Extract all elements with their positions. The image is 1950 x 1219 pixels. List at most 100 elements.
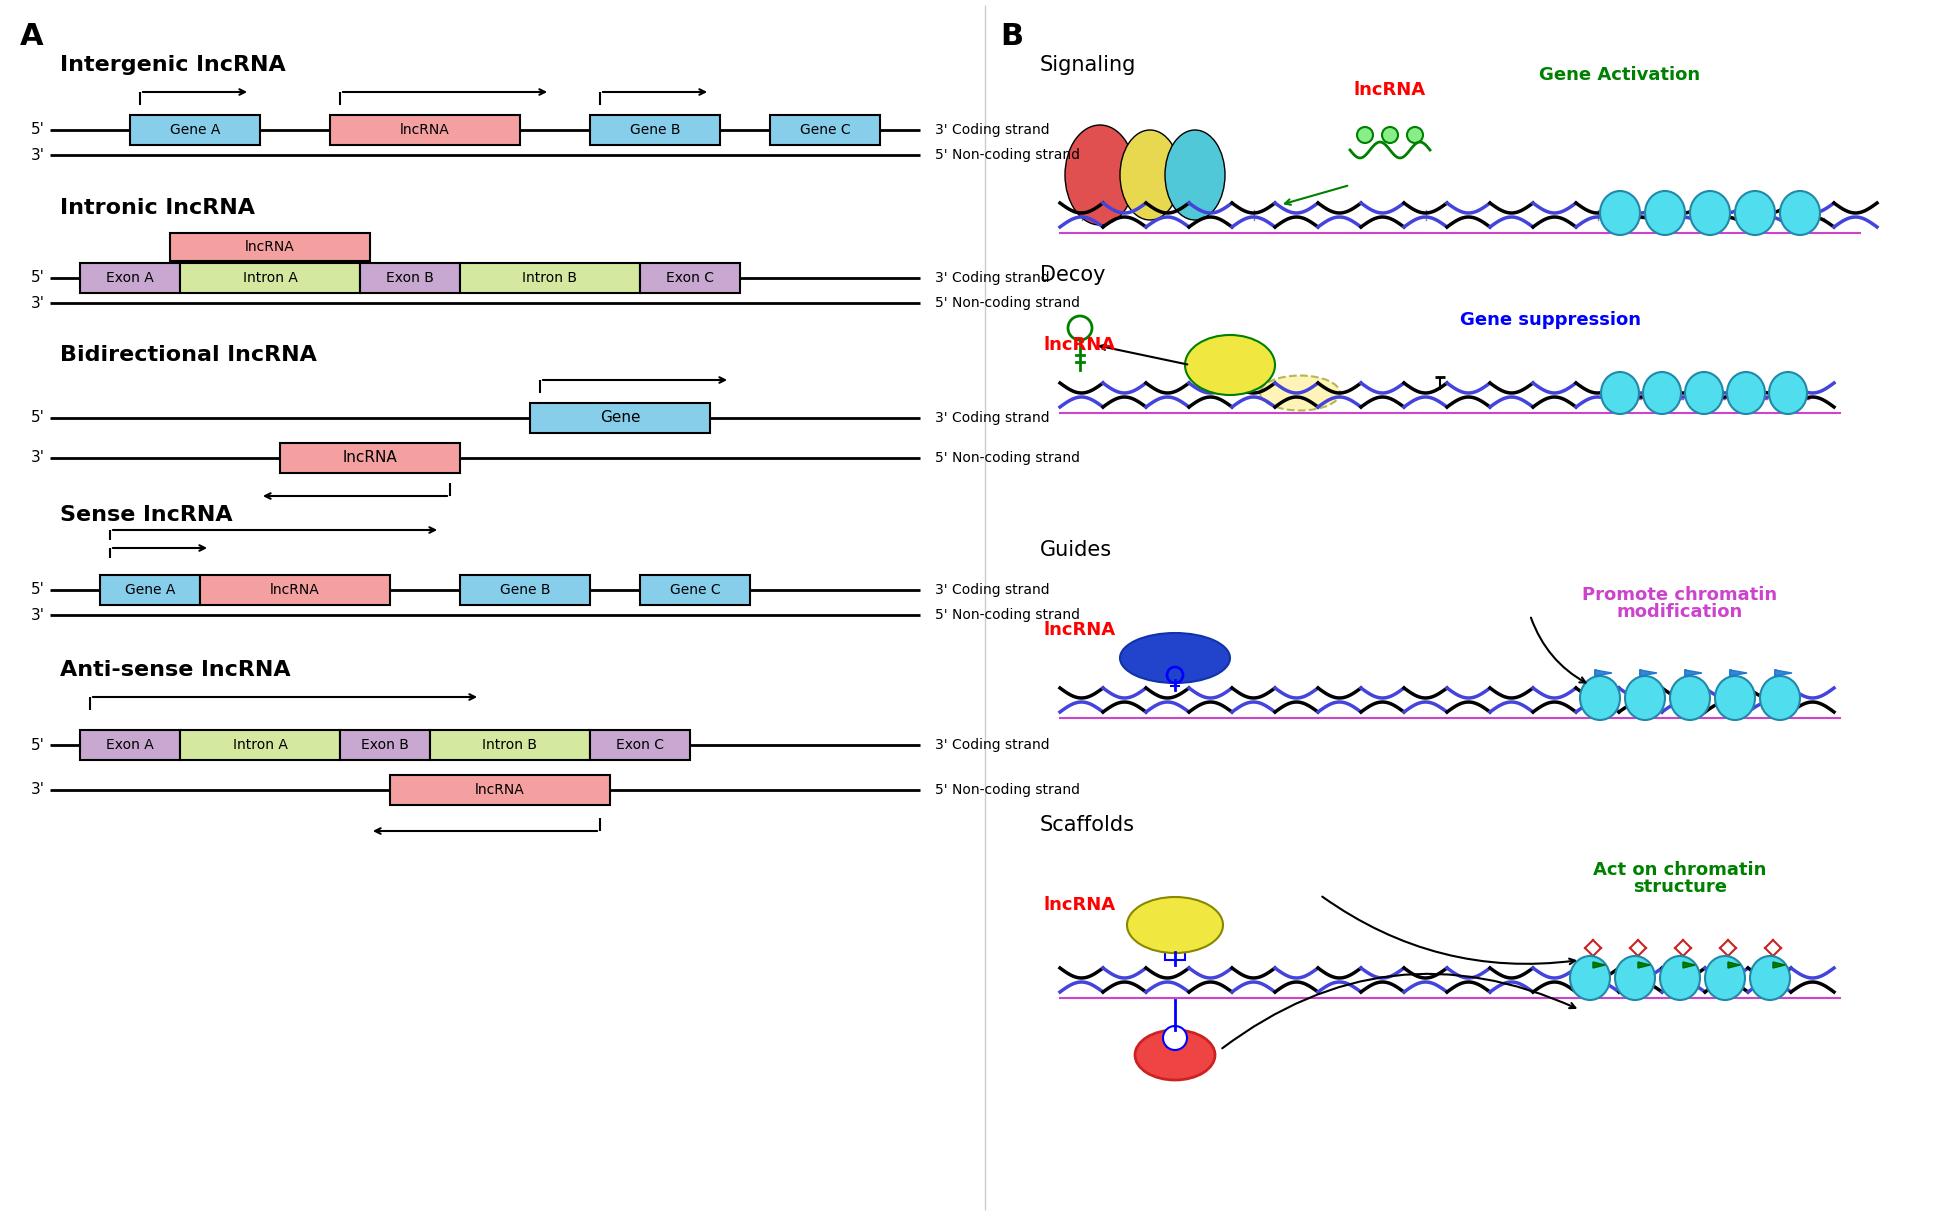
Text: 3' Coding strand: 3' Coding strand: [934, 411, 1049, 425]
Ellipse shape: [1601, 191, 1640, 235]
Text: Intergenic lncRNA: Intergenic lncRNA: [60, 55, 287, 76]
Ellipse shape: [1615, 956, 1656, 1000]
Text: 5' Non-coding strand: 5' Non-coding strand: [934, 451, 1080, 464]
Text: lncRNA: lncRNA: [1043, 336, 1115, 354]
Ellipse shape: [1704, 956, 1745, 1000]
FancyBboxPatch shape: [361, 263, 460, 293]
FancyBboxPatch shape: [640, 575, 751, 605]
Text: lncRNA: lncRNA: [246, 240, 294, 254]
Text: Exon B: Exon B: [386, 271, 435, 285]
Text: Gene A: Gene A: [125, 583, 176, 597]
Ellipse shape: [1065, 126, 1135, 226]
Text: 5': 5': [31, 411, 45, 425]
Text: Exon A: Exon A: [105, 271, 154, 285]
FancyBboxPatch shape: [201, 575, 390, 605]
Ellipse shape: [1659, 956, 1700, 1000]
Ellipse shape: [1135, 1030, 1215, 1080]
FancyBboxPatch shape: [431, 730, 591, 759]
Ellipse shape: [1669, 677, 1710, 720]
FancyBboxPatch shape: [640, 263, 739, 293]
Text: lncRNA: lncRNA: [1353, 80, 1425, 99]
FancyBboxPatch shape: [170, 233, 370, 261]
FancyBboxPatch shape: [339, 730, 431, 759]
Text: Intronic lncRNA: Intronic lncRNA: [60, 197, 255, 218]
Text: 5': 5': [31, 122, 45, 138]
Text: Intron A: Intron A: [242, 271, 298, 285]
Text: structure: structure: [1632, 878, 1728, 896]
Ellipse shape: [1769, 372, 1808, 414]
Text: Gene suppression: Gene suppression: [1459, 311, 1640, 329]
Ellipse shape: [1119, 130, 1180, 219]
FancyBboxPatch shape: [179, 263, 361, 293]
Polygon shape: [1595, 670, 1613, 677]
Text: 3': 3': [31, 783, 45, 797]
Ellipse shape: [1601, 372, 1640, 414]
Text: lncRNA: lncRNA: [1043, 896, 1115, 914]
Ellipse shape: [1685, 372, 1724, 414]
Text: 5' Non-coding strand: 5' Non-coding strand: [934, 608, 1080, 622]
Text: 3' Coding strand: 3' Coding strand: [934, 271, 1049, 285]
FancyBboxPatch shape: [591, 730, 690, 759]
Polygon shape: [1593, 962, 1605, 968]
Ellipse shape: [1736, 191, 1774, 235]
FancyBboxPatch shape: [460, 575, 591, 605]
FancyBboxPatch shape: [1164, 942, 1186, 961]
Text: 5' Non-coding strand: 5' Non-coding strand: [934, 147, 1080, 162]
Text: 5': 5': [31, 583, 45, 597]
FancyBboxPatch shape: [99, 575, 201, 605]
Text: B: B: [1000, 22, 1024, 51]
FancyBboxPatch shape: [80, 730, 179, 759]
Text: Gene A: Gene A: [170, 123, 220, 137]
Polygon shape: [1685, 670, 1702, 677]
Ellipse shape: [1408, 127, 1423, 143]
FancyBboxPatch shape: [330, 115, 521, 145]
Ellipse shape: [1162, 1026, 1188, 1050]
Ellipse shape: [1570, 956, 1611, 1000]
Text: 3' Coding strand: 3' Coding strand: [934, 737, 1049, 752]
Text: Anti-sense lncRNA: Anti-sense lncRNA: [60, 659, 291, 680]
Ellipse shape: [1644, 372, 1681, 414]
Text: Gene Activation: Gene Activation: [1539, 66, 1700, 84]
Ellipse shape: [1780, 191, 1819, 235]
Ellipse shape: [1260, 375, 1340, 411]
Ellipse shape: [1624, 677, 1665, 720]
Text: 5': 5': [31, 737, 45, 752]
Text: Scaffolds: Scaffolds: [1039, 816, 1135, 835]
Text: 3': 3': [31, 451, 45, 466]
Ellipse shape: [1761, 677, 1800, 720]
Text: Intron B: Intron B: [482, 737, 538, 752]
Polygon shape: [1774, 670, 1792, 677]
Polygon shape: [1728, 962, 1739, 968]
Text: 5': 5': [31, 271, 45, 285]
FancyBboxPatch shape: [390, 775, 610, 805]
Text: lncRNA: lncRNA: [343, 451, 398, 466]
Ellipse shape: [1164, 130, 1225, 219]
Ellipse shape: [1119, 633, 1230, 683]
Text: 5' Non-coding strand: 5' Non-coding strand: [934, 296, 1080, 310]
Text: Intron A: Intron A: [232, 737, 287, 752]
FancyBboxPatch shape: [460, 263, 640, 293]
Text: Gene B: Gene B: [630, 123, 681, 137]
Polygon shape: [1730, 670, 1747, 677]
Text: Promote chromatin: Promote chromatin: [1583, 586, 1778, 603]
Ellipse shape: [1357, 127, 1373, 143]
Ellipse shape: [1749, 956, 1790, 1000]
Ellipse shape: [1383, 127, 1398, 143]
Text: Exon B: Exon B: [361, 737, 410, 752]
Text: Act on chromatin: Act on chromatin: [1593, 861, 1767, 879]
Text: Exon A: Exon A: [105, 737, 154, 752]
Text: Gene C: Gene C: [800, 123, 850, 137]
Polygon shape: [1638, 962, 1650, 968]
FancyBboxPatch shape: [80, 263, 179, 293]
Text: Gene B: Gene B: [499, 583, 550, 597]
Polygon shape: [1773, 962, 1784, 968]
FancyBboxPatch shape: [179, 730, 339, 759]
Text: lncRNA: lncRNA: [1043, 620, 1115, 639]
Text: 3' Coding strand: 3' Coding strand: [934, 583, 1049, 597]
Text: lncRNA: lncRNA: [400, 123, 450, 137]
Text: Gene: Gene: [601, 411, 640, 425]
Text: 3' Coding strand: 3' Coding strand: [934, 123, 1049, 137]
FancyBboxPatch shape: [281, 442, 460, 473]
Ellipse shape: [1691, 191, 1730, 235]
Ellipse shape: [1580, 677, 1620, 720]
